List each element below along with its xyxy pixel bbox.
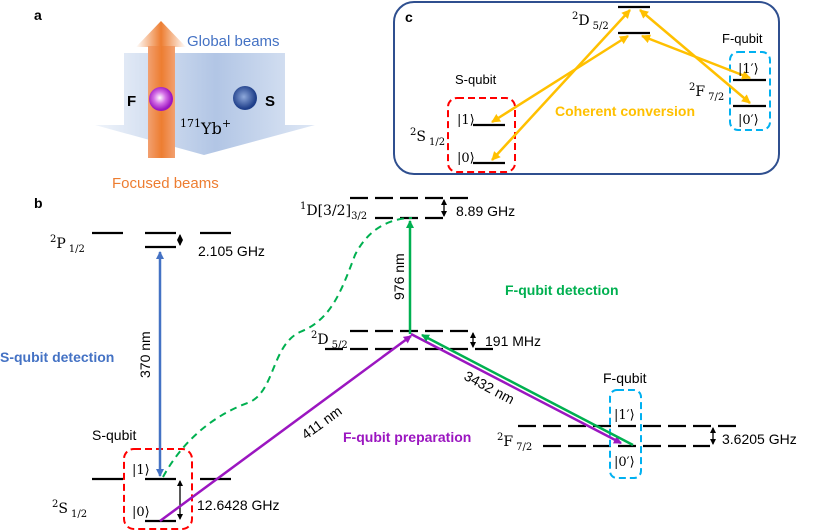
s-ket-1: |1⟩: [132, 463, 150, 478]
d52-splitting: 191 MHz: [485, 333, 541, 349]
s12-splitting: 12.6428 GHz: [197, 497, 280, 513]
d1-label: 1D[3/2]3/2: [300, 201, 367, 222]
focused-beams-label: Focused beams: [112, 175, 219, 192]
decay-path-dashed: [162, 217, 413, 478]
c-f72-label: 2F 7/2: [689, 82, 724, 103]
c-s12-label: 2S 1/2: [410, 127, 445, 148]
s-ket-0: |0⟩: [132, 505, 150, 520]
panel-a: a F S 171Yb+ Global beams Focused beams: [34, 7, 315, 192]
label-976nm: 976 nm: [391, 253, 407, 300]
c-conversion-arrow-s1: [491, 34, 629, 124]
p12-splitting: 2.105 GHz: [198, 243, 265, 259]
f-ket-1-prime: |1′⟩: [614, 408, 635, 423]
f-qubit-label: F-qubit: [603, 370, 647, 386]
c-d52-label: 2D 5/2: [572, 11, 609, 32]
f-qubit-preparation-label: F-qubit preparation: [343, 429, 471, 445]
c-conversion-label: Coherent conversion: [555, 103, 695, 119]
c-ket-1: |1⟩: [457, 113, 475, 128]
focused-beam-arrowhead: [136, 21, 186, 47]
s12-label: 2S 1/2: [52, 499, 87, 520]
c-ket-0: |0⟩: [457, 151, 475, 166]
ion-species: 171Yb+: [180, 117, 231, 138]
panel-label-b: b: [34, 195, 43, 211]
f-ion-label: F: [127, 93, 136, 110]
p12-label: 2P 1/2: [50, 234, 85, 255]
d1-splitting: 8.89 GHz: [456, 203, 515, 219]
p12-levels: [92, 231, 231, 249]
panel-b: b 2P 1/2 2.105 GHz 2S 1/2 12.6428 GHz |1⟩ …: [0, 195, 797, 530]
f72-label: 2F 7/2: [497, 432, 532, 453]
f72-splitting: 3.6205 GHz: [722, 431, 797, 447]
panel-c-frame: [393, 1, 780, 175]
s-ion-sphere: [233, 86, 257, 110]
label-370nm: 370 nm: [137, 331, 153, 378]
panel-label-c: c: [405, 9, 413, 25]
d52-label: 2D 5/2: [311, 330, 348, 351]
f-ket-0-prime: |0′⟩: [614, 455, 635, 470]
c-f-qubit-label: F-qubit: [722, 31, 763, 46]
c-ket-0-prime: |0′⟩: [738, 113, 759, 128]
c-s-qubit-label: S-qubit: [455, 72, 497, 87]
s-qubit-detection-label: S-qubit detection: [0, 349, 114, 365]
arrow-3432nm-detect: [421, 333, 634, 447]
panel-c: c 2D 5/2 2S 1/2 2F 7/2 |1⟩ |0⟩ |1′⟩ |0′⟩ S-…: [393, 1, 780, 175]
f-qubit-detection-label: F-qubit detection: [505, 282, 619, 298]
c-conversion-arrow-s0: [491, 9, 631, 161]
arrow-3432nm-prep: [410, 332, 622, 445]
c-conversion-arrow-f1: [641, 34, 751, 80]
panel-label-a: a: [34, 7, 42, 23]
global-beams-label: Global beams: [187, 33, 280, 50]
f-ion-sphere: [149, 87, 173, 111]
s-qubit-label: S-qubit: [92, 427, 136, 443]
arrow-411nm: [159, 334, 412, 523]
c-ket-1-prime: |1′⟩: [738, 62, 759, 77]
f72-levels: [518, 424, 737, 448]
s-ion-label: S: [265, 93, 275, 110]
label-411nm: 411 nm: [298, 403, 344, 443]
d1-levels: [350, 196, 468, 220]
